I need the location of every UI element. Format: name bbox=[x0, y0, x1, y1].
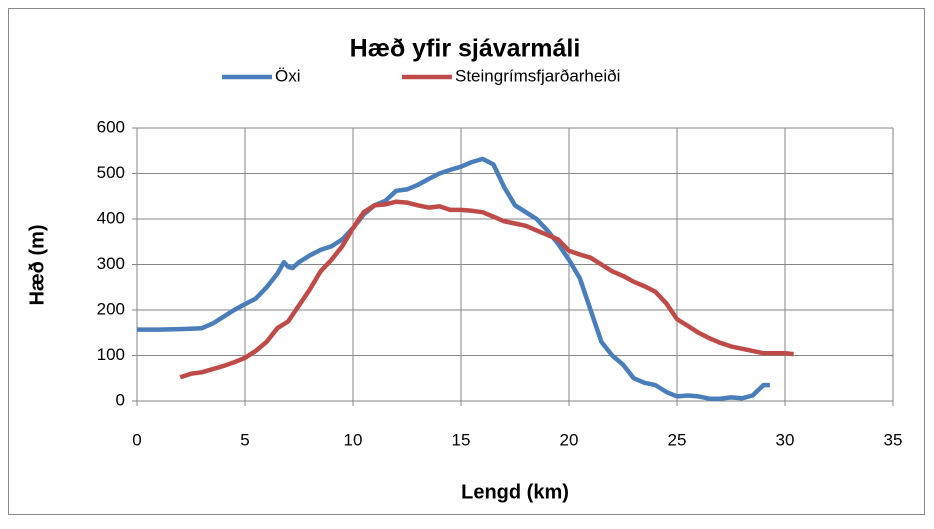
x-tick-label: 5 bbox=[240, 430, 249, 449]
y-tick-label: 300 bbox=[97, 254, 125, 273]
x-tick-label: 25 bbox=[668, 430, 687, 449]
x-axis-label: Lengd (km) bbox=[461, 481, 569, 503]
y-axis-label: Hæð (m) bbox=[26, 224, 48, 305]
x-tick-label: 30 bbox=[776, 430, 795, 449]
y-tick-label: 600 bbox=[97, 117, 125, 136]
series-line bbox=[137, 156, 770, 401]
y-tick-label: 500 bbox=[97, 163, 125, 182]
y-tick-label: 0 bbox=[116, 390, 125, 409]
series-line bbox=[179, 199, 794, 380]
x-tick-label: 35 bbox=[884, 430, 903, 449]
chart-title: Hæð yfir sjávarmáli bbox=[350, 35, 581, 63]
x-tick-label: 20 bbox=[560, 430, 579, 449]
legend-label: Öxi bbox=[275, 66, 301, 85]
y-tick-label: 100 bbox=[97, 345, 125, 364]
y-tick-label: 400 bbox=[97, 208, 125, 227]
x-tick-label: 15 bbox=[452, 430, 471, 449]
chart-border bbox=[8, 8, 925, 515]
x-tick-label: 10 bbox=[344, 430, 363, 449]
y-tick-label: 200 bbox=[97, 299, 125, 318]
x-tick-label: 0 bbox=[132, 430, 141, 449]
legend-label: Steingrímsfjarðarheiði bbox=[455, 66, 620, 85]
